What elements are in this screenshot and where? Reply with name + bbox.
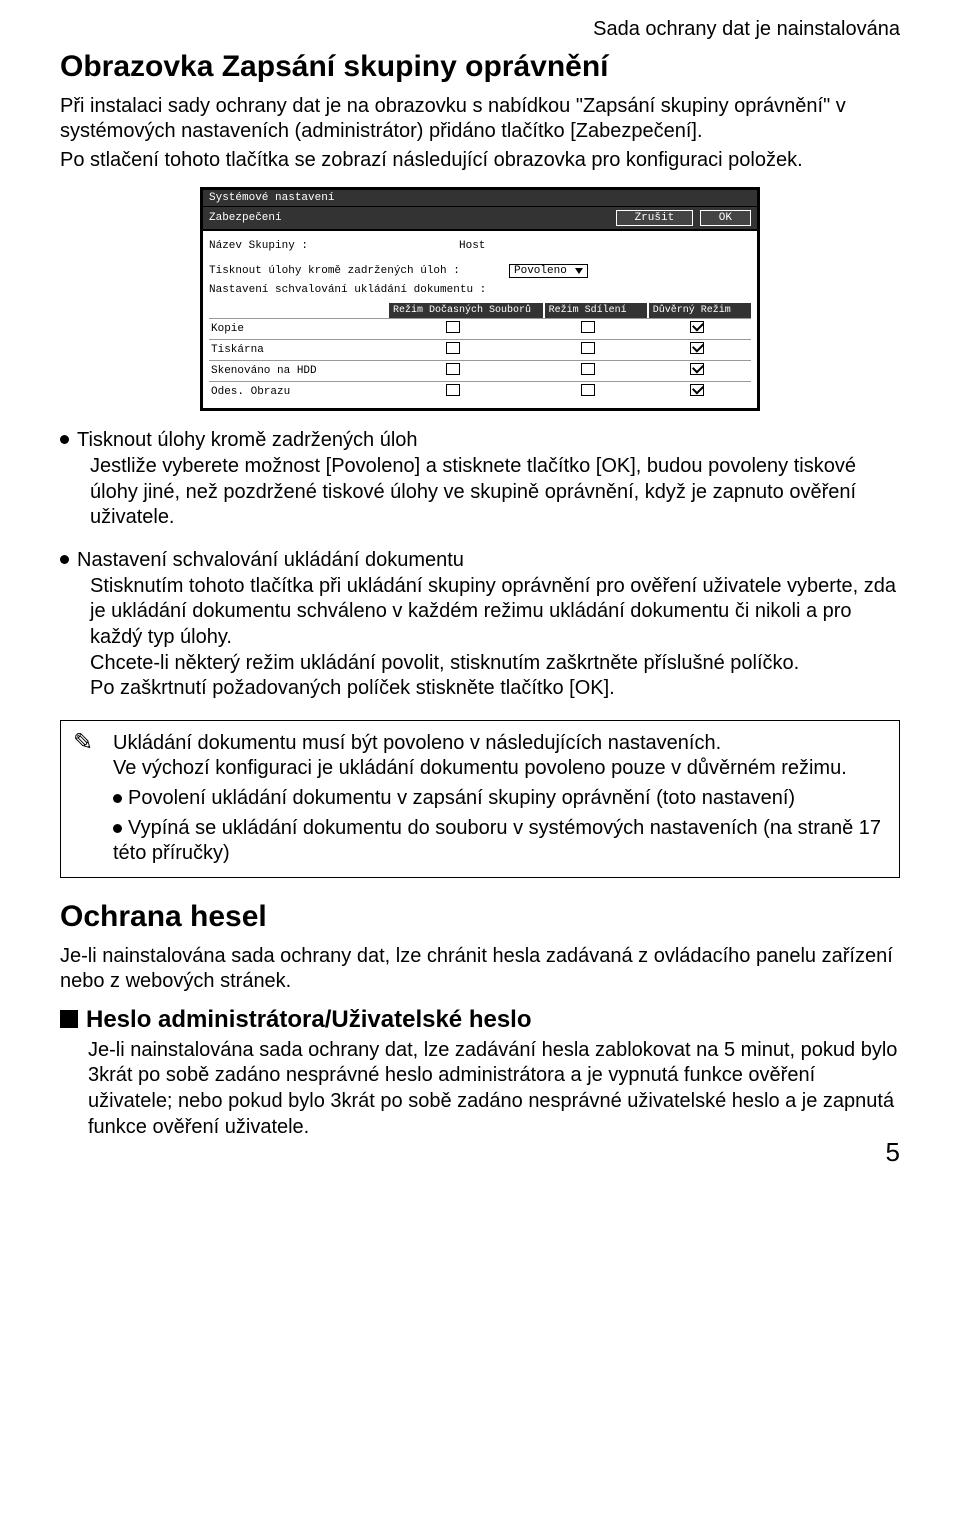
col-header-3: Důvěrný Režim [649, 303, 751, 318]
cancel-button[interactable]: Zrušit [616, 210, 694, 226]
checkbox-cell [372, 342, 535, 358]
group-name-label: Název Skupiny : [209, 240, 459, 252]
table-row: Kopie [209, 318, 751, 339]
table-row: Odes. Obrazu [209, 381, 751, 402]
col-header-2: Režim Sdílení [545, 303, 647, 318]
bullet-title: Tisknout úlohy kromě zadržených úloh [77, 429, 418, 451]
bullet-body: Jestliže vyberete možnost [Povoleno] a s… [90, 454, 900, 531]
bullet-item: Tisknout úlohy kromě zadržených úloh Jest… [60, 429, 900, 531]
row-label: Skenováno na HDD [209, 365, 372, 377]
checkbox-cell [534, 363, 642, 379]
row-label: Kopie [209, 323, 372, 335]
checkbox[interactable] [690, 384, 704, 396]
group-name-value: Host [459, 240, 485, 252]
section-heading-passwords: Ochrana hesel [60, 900, 900, 934]
table-row: Tiskárna [209, 339, 751, 360]
col-header-1: Režim Dočasných Souborů [389, 303, 543, 318]
checkbox-cell [372, 363, 535, 379]
checkbox[interactable] [446, 384, 460, 396]
intro-paragraph-2: Po stlačení tohoto tlačítka se zobrazí n… [60, 148, 900, 173]
checkbox[interactable] [581, 321, 595, 333]
checkbox[interactable] [690, 321, 704, 333]
bullet-dot-icon [113, 794, 122, 803]
note-box: ✎ Ukládání dokumentu musí být povoleno v… [60, 720, 900, 878]
bullet-dot-icon [60, 555, 69, 564]
passwords-intro: Je-li nainstalována sada ochrany dat, lz… [60, 944, 900, 994]
checkbox-cell [643, 342, 751, 358]
checkbox-cell [534, 321, 642, 337]
checkbox-cell [643, 384, 751, 400]
row-label: Odes. Obrazu [209, 386, 372, 398]
bullet-item: Nastavení schvalování ukládání dokumentu… [60, 549, 900, 702]
admin-password-heading: Heslo administrátora/Uživatelské heslo [60, 1006, 900, 1034]
square-bullet-icon [60, 1010, 78, 1028]
page-number: 5 [886, 1137, 900, 1168]
pencil-icon: ✎ [73, 731, 113, 867]
checkbox-cell [643, 363, 751, 379]
note-body: Ukládání dokumentu musí být povoleno v n… [113, 731, 887, 867]
checkbox[interactable] [446, 363, 460, 375]
admin-password-body: Je-li nainstalována sada ochrany dat, lz… [88, 1038, 900, 1140]
checkbox-cell [534, 384, 642, 400]
checkbox[interactable] [690, 342, 704, 354]
page-title: Obrazovka Zapsání skupiny oprávnění [60, 50, 900, 84]
checkbox-cell [372, 321, 535, 337]
checkbox[interactable] [690, 363, 704, 375]
checkbox-cell [643, 321, 751, 337]
checkbox[interactable] [581, 363, 595, 375]
print-jobs-select[interactable]: Povoleno [509, 264, 588, 278]
panel-title: Zabezpečení [209, 212, 282, 224]
checkbox[interactable] [581, 342, 595, 354]
row-label: Tiskárna [209, 344, 372, 356]
table-row: Skenováno na HDD [209, 360, 751, 381]
intro-paragraph-1: Při instalaci sady ochrany dat je na obr… [60, 94, 900, 144]
ok-button[interactable]: OK [700, 210, 751, 226]
settings-panel: Systémové nastavení Zabezpečení Zrušit O… [200, 187, 760, 411]
checkbox[interactable] [446, 342, 460, 354]
approval-label: Nastavení schvalování ukládání dokumentu… [209, 284, 486, 296]
running-header: Sada ochrany dat je nainstalována [593, 18, 900, 41]
bullet-dot-icon [113, 824, 122, 833]
note-sub-item: Povolení ukládání dokumentu v zapsání sk… [113, 786, 887, 812]
bullet-dot-icon [60, 435, 69, 444]
checkbox-cell [534, 342, 642, 358]
print-jobs-label: Tisknout úlohy kromě zadržených úloh : [209, 265, 509, 277]
panel-breadcrumb: Systémové nastavení [203, 190, 757, 207]
checkbox[interactable] [446, 321, 460, 333]
checkbox-cell [372, 384, 535, 400]
checkbox[interactable] [581, 384, 595, 396]
print-jobs-value: Povoleno [514, 265, 567, 277]
note-sub-item: Vypíná se ukládání dokumentu do souboru … [113, 816, 887, 867]
bullet-body: Stisknutím tohoto tlačítka při ukládání … [90, 574, 900, 702]
bullet-title: Nastavení schvalování ukládání dokumentu [77, 549, 464, 571]
chevron-down-icon [575, 268, 583, 274]
